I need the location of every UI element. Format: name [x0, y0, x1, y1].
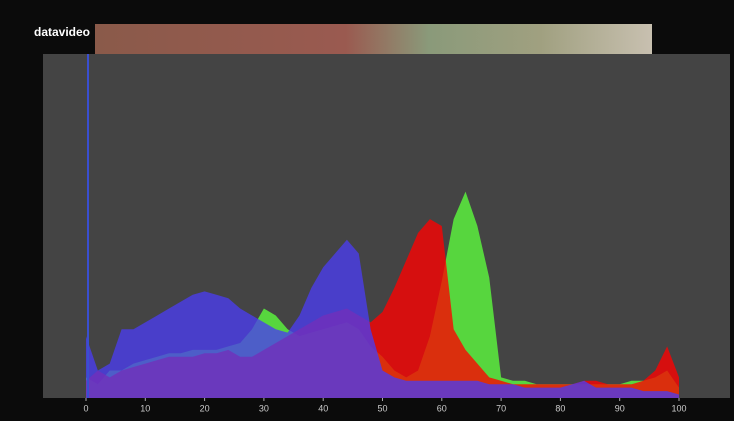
x-tick-label: 0	[83, 403, 88, 413]
x-tick-label: 50	[377, 403, 387, 413]
x-tick-label: 100	[671, 403, 686, 413]
histogram	[85, 191, 680, 398]
x-axis: 0 10 20 30 40 50 60 70 80 90 100	[83, 398, 687, 413]
x-tick-label: 10	[140, 403, 150, 413]
x-tick-label: 80	[555, 403, 565, 413]
x-tick-label: 90	[615, 403, 625, 413]
x-tick-label: 20	[200, 403, 210, 413]
histogram-area	[85, 239, 680, 398]
x-tick-label: 30	[259, 403, 269, 413]
x-tick-label: 60	[437, 403, 447, 413]
x-tick-label: 40	[318, 403, 328, 413]
video-thumbnail	[95, 24, 652, 54]
x-tick-label: 70	[496, 403, 506, 413]
logo: datavideo	[34, 25, 90, 39]
